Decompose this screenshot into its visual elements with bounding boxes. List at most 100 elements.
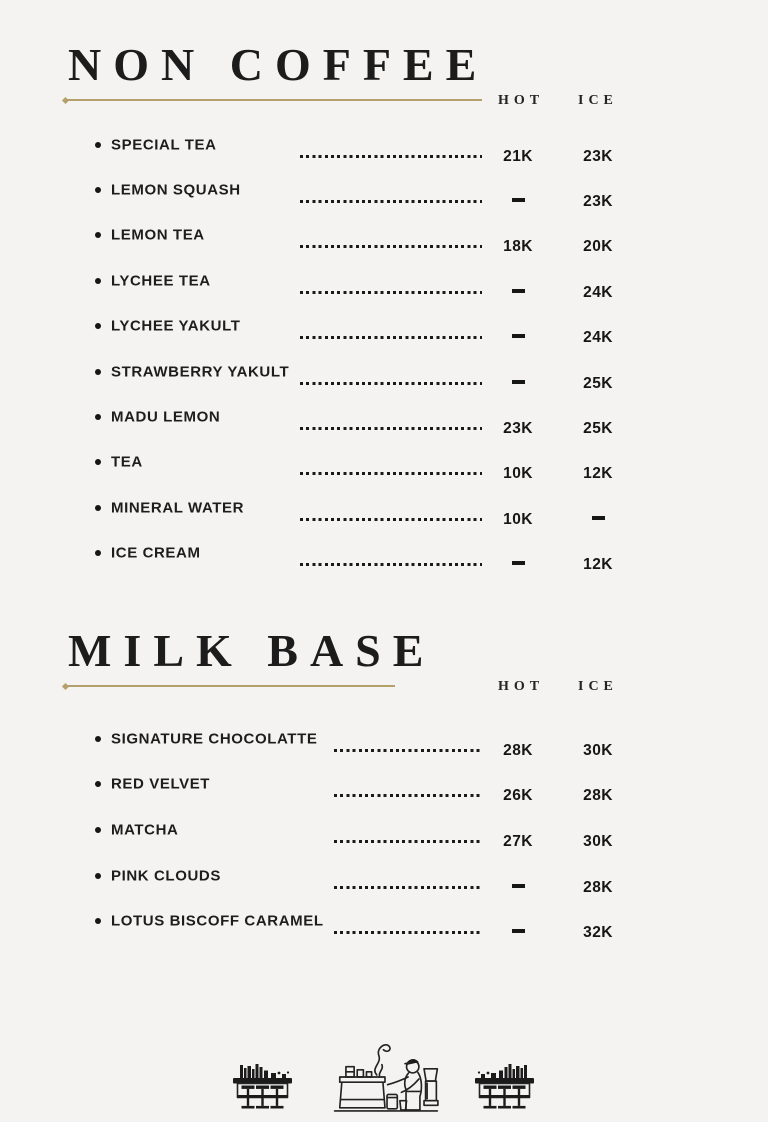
item-name: RED VELVET bbox=[111, 775, 211, 793]
item-name: TEA bbox=[111, 453, 143, 471]
bullet-icon bbox=[95, 232, 101, 239]
dotted-leader bbox=[300, 336, 482, 340]
item-name: LEMON TEA bbox=[111, 226, 205, 244]
dotted-leader bbox=[300, 381, 482, 385]
price-hot: 10K bbox=[503, 465, 533, 483]
menu-item-list: SPECIAL TEA 21K 23K LEMON SQUASH - 23K L… bbox=[0, 122, 768, 576]
price-ice: 30K bbox=[583, 741, 613, 759]
bullet-icon bbox=[95, 550, 101, 557]
section-title: NON COFFEE bbox=[68, 39, 489, 90]
dotted-leader bbox=[334, 794, 482, 798]
menu-item-row: MADU LEMON 23K 25K bbox=[0, 394, 768, 439]
dotted-leader bbox=[300, 245, 482, 249]
bullet-icon bbox=[95, 414, 101, 421]
price-ice: 23K bbox=[583, 193, 613, 211]
price-hot: 18K bbox=[503, 238, 533, 256]
dotted-leader bbox=[300, 290, 482, 294]
menu-item-row: TEA 10K 12K bbox=[0, 440, 768, 485]
bullet-icon bbox=[95, 826, 101, 833]
column-header-ice: ICE bbox=[578, 679, 618, 694]
price-hot: 23K bbox=[503, 420, 533, 438]
menu-item-list: SIGNATURE CHOCOLATTE 28K 30K RED VELVET … bbox=[0, 716, 768, 944]
item-name: LEMON SQUASH bbox=[111, 181, 241, 199]
menu-item-row: LYCHEE TEA - 24K bbox=[0, 258, 768, 303]
price-hot: 26K bbox=[503, 787, 533, 805]
price-hot: - bbox=[486, 329, 550, 347]
bullet-icon bbox=[95, 504, 101, 511]
gold-divider-line bbox=[65, 99, 482, 101]
price-ice: 28K bbox=[583, 787, 613, 805]
section-milk-base: MILK BASE HOT ICE SIGNATURE CHOCOLATTE 2… bbox=[0, 625, 768, 956]
price-ice: 30K bbox=[583, 832, 613, 850]
item-name: STRAWBERRY YAKULT bbox=[111, 363, 290, 381]
menu-item-row: PINK CLOUDS - 28K bbox=[0, 853, 768, 899]
dotted-leader bbox=[334, 839, 482, 843]
menu-item-row: LEMON TEA 18K 20K bbox=[0, 213, 768, 258]
price-ice: 25K bbox=[583, 420, 613, 438]
price-ice: 32K bbox=[583, 924, 613, 942]
price-ice: 20K bbox=[583, 238, 613, 256]
item-name: SPECIAL TEA bbox=[111, 136, 217, 154]
bullet-icon bbox=[95, 141, 101, 148]
menu-item-row: SIGNATURE CHOCOLATTE 28K 30K bbox=[0, 716, 768, 762]
bullet-icon bbox=[95, 368, 101, 375]
dotted-leader bbox=[334, 885, 482, 889]
item-name: SIGNATURE CHOCOLATTE bbox=[111, 730, 318, 748]
price-ice: 28K bbox=[583, 878, 613, 896]
bullet-icon bbox=[95, 872, 101, 879]
item-name: PINK CLOUDS bbox=[111, 867, 221, 885]
dotted-leader bbox=[300, 517, 482, 521]
item-name: ICE CREAM bbox=[111, 544, 201, 562]
price-ice: 24K bbox=[583, 283, 613, 301]
section-non-coffee: NON COFFEE HOT ICE SPECIAL TEA 21K 23K L… bbox=[0, 39, 768, 580]
price-hot: 28K bbox=[503, 741, 533, 759]
price-hot: - bbox=[486, 193, 550, 211]
menu-item-row: ICE CREAM - 12K bbox=[0, 531, 768, 576]
price-ice: - bbox=[566, 511, 630, 529]
price-hot: - bbox=[486, 284, 550, 302]
item-name: LYCHEE TEA bbox=[111, 272, 211, 290]
price-hot: 27K bbox=[503, 832, 533, 850]
price-hot: 21K bbox=[503, 147, 533, 165]
price-ice: 24K bbox=[583, 329, 613, 347]
dotted-leader bbox=[334, 931, 482, 935]
price-ice: 25K bbox=[583, 374, 613, 392]
dotted-leader bbox=[300, 472, 482, 476]
price-ice: 12K bbox=[583, 465, 613, 483]
menu-item-row: LOTUS BISCOFF CARAMEL - 32K bbox=[0, 898, 768, 944]
barista-illustration bbox=[331, 1040, 441, 1114]
menu-item-row: STRAWBERRY YAKULT - 25K bbox=[0, 349, 768, 394]
bullet-icon bbox=[95, 277, 101, 284]
bar-counter-icon bbox=[473, 1064, 536, 1113]
price-hot: - bbox=[486, 879, 550, 897]
dotted-leader bbox=[300, 200, 482, 204]
menu-item-row: LYCHEE YAKULT - 24K bbox=[0, 304, 768, 349]
price-hot: - bbox=[486, 924, 550, 942]
menu-item-row: MINERAL WATER 10K - bbox=[0, 485, 768, 530]
bullet-icon bbox=[95, 187, 101, 194]
bullet-icon bbox=[95, 735, 101, 742]
bullet-icon bbox=[95, 459, 101, 466]
price-hot: - bbox=[486, 375, 550, 393]
dotted-leader bbox=[334, 748, 482, 752]
column-header-hot: HOT bbox=[498, 93, 545, 108]
item-name: LOTUS BISCOFF CARAMEL bbox=[111, 912, 324, 930]
section-title: MILK BASE bbox=[68, 625, 436, 676]
item-name: MINERAL WATER bbox=[111, 499, 245, 517]
menu-item-row: MATCHA 27K 30K bbox=[0, 807, 768, 853]
dotted-leader bbox=[300, 154, 482, 158]
dotted-leader bbox=[300, 563, 482, 567]
dotted-leader bbox=[300, 427, 482, 431]
price-ice: 12K bbox=[583, 556, 613, 574]
menu-item-row: RED VELVET 26K 28K bbox=[0, 762, 768, 808]
menu-item-row: SPECIAL TEA 21K 23K bbox=[0, 122, 768, 167]
bullet-icon bbox=[95, 323, 101, 330]
item-name: MADU LEMON bbox=[111, 408, 221, 426]
price-hot: - bbox=[486, 556, 550, 574]
price-ice: 23K bbox=[583, 147, 613, 165]
column-header-ice: ICE bbox=[578, 93, 618, 108]
bullet-icon bbox=[95, 781, 101, 788]
bullet-icon bbox=[95, 918, 101, 925]
column-header-hot: HOT bbox=[498, 679, 545, 694]
